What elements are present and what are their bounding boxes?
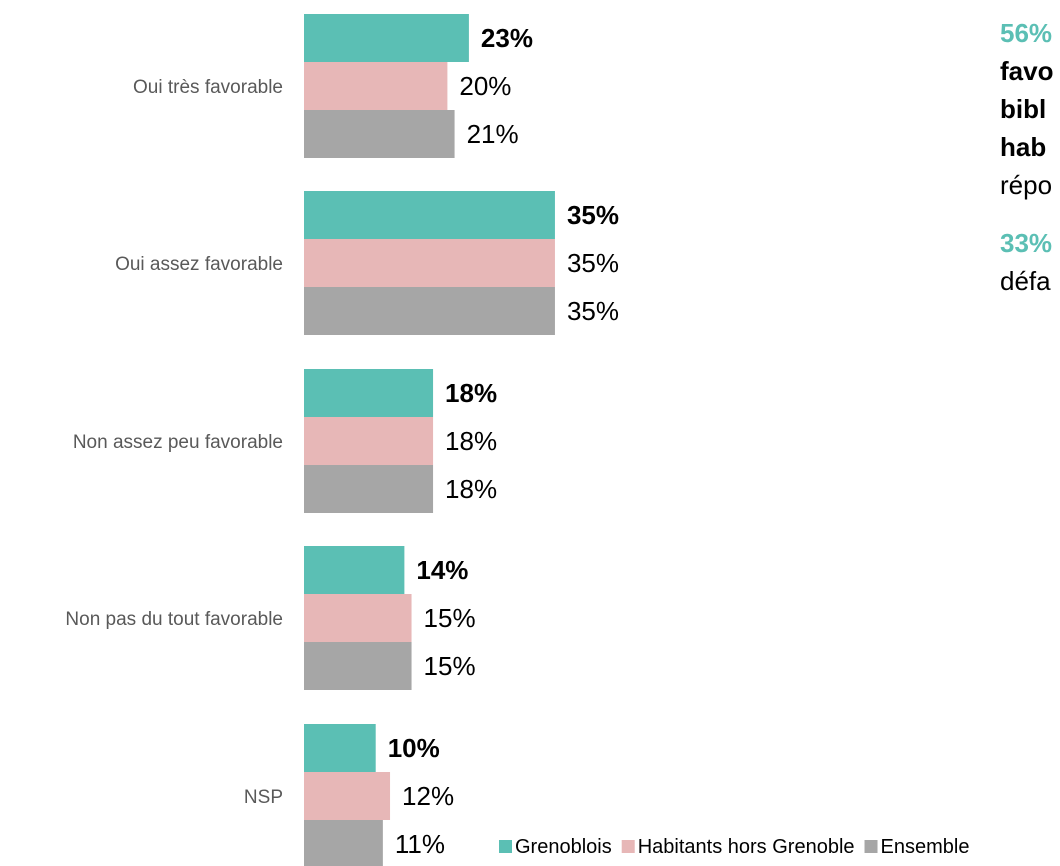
legend-label: Habitants hors Grenoble bbox=[638, 836, 855, 858]
commentary-line-2: favo bbox=[1000, 56, 1054, 86]
legend-swatch bbox=[621, 840, 635, 853]
data-label: 14% bbox=[416, 555, 468, 585]
bar bbox=[304, 191, 555, 239]
commentary-highlight-2: 33% bbox=[1000, 228, 1053, 258]
commentary-text: 56% favo bibl hab répo 33% défa bbox=[1000, 14, 1060, 320]
bar bbox=[304, 465, 434, 513]
data-label: 15% bbox=[424, 603, 476, 633]
category-label: Non pas du tout favorable bbox=[65, 609, 283, 630]
category-label: Non assez peu favorable bbox=[73, 432, 283, 453]
bar bbox=[304, 642, 412, 690]
commentary-line-7: défa bbox=[1000, 266, 1051, 296]
category-label: Oui très favorable bbox=[133, 77, 283, 98]
bar bbox=[304, 62, 448, 110]
data-label: 35% bbox=[567, 248, 619, 278]
bar bbox=[304, 724, 376, 772]
bar bbox=[304, 820, 383, 866]
commentary-line-5: répo bbox=[1000, 170, 1053, 200]
data-label: 18% bbox=[445, 426, 497, 456]
category-label: NSP bbox=[244, 787, 283, 808]
legend-label: Ensemble bbox=[881, 836, 970, 858]
data-label: 10% bbox=[388, 733, 440, 763]
data-label: 20% bbox=[459, 71, 511, 101]
legend-label: Grenoblois bbox=[515, 836, 612, 858]
bar bbox=[304, 369, 434, 417]
category-labels: Oui très favorable Oui assez favorable Non… bbox=[65, 77, 283, 808]
bar bbox=[304, 239, 555, 287]
data-label: 18% bbox=[445, 378, 497, 408]
legend-swatch bbox=[499, 840, 512, 853]
bar bbox=[304, 110, 455, 158]
data-label: 11% bbox=[395, 829, 445, 859]
value-labels: 23% 20% 21% 35% 35% 35% 18% 18% 18% 14% 15% 15% 10% 1… bbox=[388, 23, 619, 859]
data-label: 18% bbox=[445, 474, 497, 504]
bar bbox=[304, 546, 405, 594]
bar bbox=[304, 287, 555, 335]
data-label: 15% bbox=[424, 651, 476, 681]
legend: Grenoblois Habitants hors Grenoble Ensembl… bbox=[499, 836, 969, 858]
bars bbox=[304, 14, 555, 866]
data-label: 35% bbox=[567, 200, 619, 230]
bar bbox=[304, 594, 412, 642]
data-label: 12% bbox=[402, 781, 454, 811]
bar bbox=[304, 417, 434, 465]
category-label: Oui assez favorable bbox=[115, 254, 283, 275]
legend-swatch bbox=[864, 840, 878, 853]
data-label: 35% bbox=[567, 296, 619, 326]
bar bbox=[304, 14, 469, 62]
commentary-highlight-1: 56% bbox=[1000, 18, 1053, 48]
data-label: 23% bbox=[481, 23, 533, 53]
commentary-line-3: bibl bbox=[1000, 94, 1047, 124]
bar bbox=[304, 772, 391, 820]
data-label: 21% bbox=[467, 119, 519, 149]
commentary-line-4: hab bbox=[1000, 132, 1047, 162]
